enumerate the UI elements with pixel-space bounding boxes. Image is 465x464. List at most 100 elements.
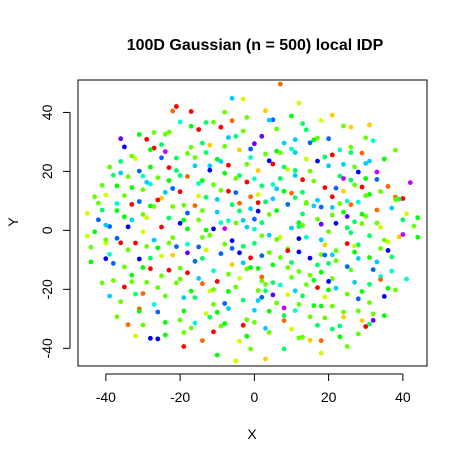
data-point [185, 226, 190, 232]
data-point [344, 291, 350, 297]
data-point [211, 119, 216, 125]
data-point [400, 196, 406, 201]
data-point [248, 155, 254, 160]
data-point [259, 183, 265, 189]
data-point [222, 301, 228, 306]
data-point [203, 227, 209, 233]
data-point [389, 254, 395, 260]
data-point [266, 308, 272, 314]
data-point [263, 288, 268, 294]
data-point [200, 256, 205, 261]
data-point [363, 161, 369, 166]
data-point [322, 315, 328, 321]
data-point [136, 308, 142, 314]
data-point [144, 243, 150, 249]
data-point [341, 161, 346, 167]
data-point [259, 278, 265, 284]
data-point [84, 210, 90, 216]
data-point [107, 224, 112, 229]
data-point [140, 322, 146, 328]
data-point [341, 188, 346, 194]
data-point [355, 308, 361, 314]
data-point [329, 112, 335, 118]
data-point [374, 169, 380, 175]
data-point [359, 289, 365, 294]
data-point [381, 313, 387, 318]
data-point [155, 336, 161, 342]
data-point [148, 335, 153, 341]
data-point [307, 314, 313, 320]
data-point [188, 288, 194, 294]
data-point [270, 292, 276, 298]
data-point [329, 194, 335, 200]
data-point [344, 264, 350, 269]
data-point [329, 252, 335, 258]
data-point [315, 135, 320, 141]
data-point [110, 261, 116, 266]
data-point [185, 241, 190, 247]
data-point [359, 184, 365, 190]
data-point [140, 291, 146, 296]
data-point [404, 276, 409, 282]
data-point [129, 272, 135, 278]
data-point [151, 237, 157, 243]
data-point [129, 217, 135, 223]
data-point [148, 203, 153, 209]
data-point [281, 313, 287, 318]
data-point [140, 187, 146, 193]
data-point [355, 256, 361, 261]
points-layer [84, 81, 421, 364]
data-point [355, 242, 361, 248]
data-point [393, 197, 398, 203]
data-point [188, 123, 194, 129]
data-point [389, 205, 395, 211]
data-point [352, 164, 357, 170]
data-point [244, 224, 250, 230]
data-point [155, 245, 161, 251]
data-point [274, 148, 279, 154]
data-point [174, 168, 179, 173]
data-point [352, 182, 357, 188]
data-point [237, 200, 242, 206]
data-point [214, 209, 220, 215]
data-point [166, 240, 172, 246]
data-point [259, 253, 265, 259]
data-point [296, 224, 302, 229]
data-point [289, 326, 294, 332]
data-point [229, 118, 235, 124]
data-point [289, 260, 294, 265]
data-point [318, 303, 324, 309]
data-point [296, 236, 302, 242]
data-point [292, 308, 298, 313]
data-point [393, 287, 398, 293]
data-point [300, 334, 305, 340]
data-point [192, 203, 198, 209]
data-point [318, 237, 324, 243]
data-point [359, 318, 365, 323]
data-point [192, 295, 198, 300]
data-point [311, 137, 317, 143]
data-point [229, 202, 235, 208]
data-point [159, 195, 164, 201]
data-point [285, 202, 291, 207]
data-point [136, 199, 142, 204]
data-point [99, 182, 105, 188]
data-point [129, 153, 135, 159]
data-point [237, 250, 242, 256]
data-point [185, 174, 190, 179]
data-point [148, 255, 153, 261]
data-point [378, 246, 383, 251]
data-point [162, 293, 168, 299]
data-point [259, 274, 265, 280]
data-point [255, 298, 261, 303]
data-point [211, 329, 216, 335]
data-point [311, 277, 317, 283]
data-point [266, 330, 272, 335]
data-point [307, 255, 313, 261]
data-point [289, 113, 294, 119]
data-point [159, 253, 164, 259]
data-point [367, 233, 372, 239]
data-point [181, 295, 187, 300]
data-point [385, 285, 391, 291]
